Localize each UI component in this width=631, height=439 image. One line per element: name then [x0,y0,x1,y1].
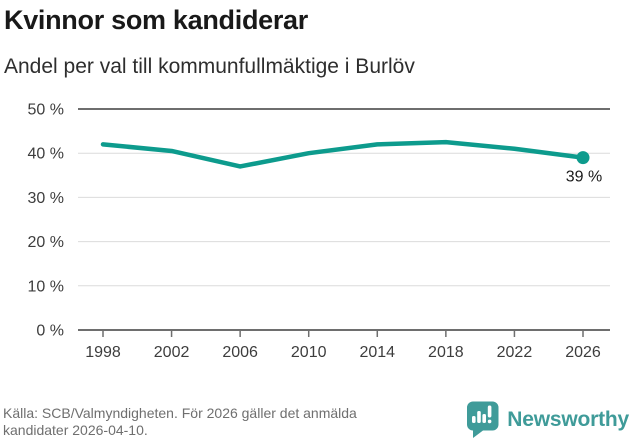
source-note-line: Källa: SCB/Valmyndigheten. För 2026 gäll… [3,405,357,421]
line-chart-canvas: 0 % 10 % 20 % 30 % 40 % 50 % 1998 2002 2006 2010 2… [28,102,610,361]
endpoint-dot [576,151,590,165]
x-tick-label: 2018 [428,344,464,361]
x-tick-label: 2014 [359,344,395,361]
y-tick-label: 50 % [28,102,64,119]
exclamation-dot [488,419,492,424]
bar-tall [477,411,482,423]
x-tick-label: 2002 [154,344,190,361]
chart-title: Kvinnor som kandiderar [4,5,308,35]
newsworthy-logo: Newsworthy [466,401,629,438]
newsworthy-bubble-chart-icon [467,401,499,438]
source-note: Källa: SCB/Valmyndigheten. För 2026 gäll… [3,405,357,439]
x-tick-label: 2022 [497,344,533,361]
y-tick-label: 40 % [28,146,64,163]
x-tick-label: 2006 [222,344,258,361]
newsworthy-logo-text: Newsworthy [507,407,629,431]
source-note-line: kandidater 2026-04-10. [3,422,148,438]
x-tick-label: 1998 [85,344,121,361]
exclamation-stem [488,405,492,418]
y-tick-label: 0 % [36,323,64,340]
y-tick-label: 10 % [28,278,64,295]
bar-medium [482,414,487,423]
data-line [100,139,586,169]
y-tick-label: 30 % [28,190,64,207]
chart-subtitle: Andel per val till kommunfullmäktige i B… [4,55,415,78]
x-tick-label: 2010 [291,344,327,361]
y-tick-label: 20 % [28,234,64,251]
x-tick-label: 2026 [565,344,601,361]
endpoint-value-label: 39 % [566,169,602,186]
bar-small [472,416,476,423]
